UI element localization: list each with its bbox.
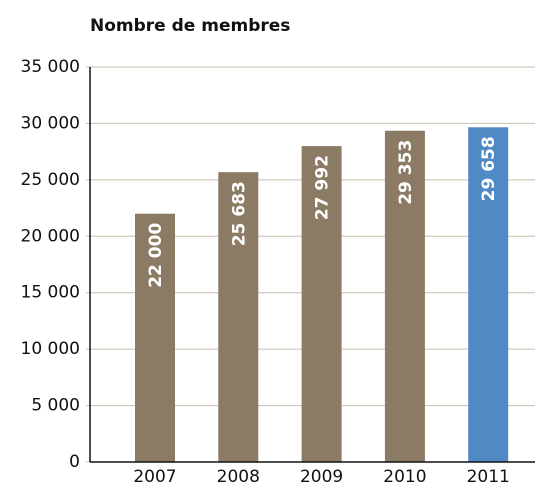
y-tick-label: 20 000 xyxy=(21,226,80,246)
y-tick-label: 10 000 xyxy=(21,339,80,359)
value-label: 22 000 xyxy=(146,223,166,288)
bar xyxy=(218,172,259,463)
y-tick-label: 25 000 xyxy=(21,170,80,190)
x-tick-label: 2007 xyxy=(133,467,176,485)
y-tick-label: 0 xyxy=(69,452,80,472)
chart-title: Nombre de membres xyxy=(90,16,290,36)
y-tick-label: 35 000 xyxy=(21,57,80,77)
value-label: 29 658 xyxy=(479,136,499,201)
bar xyxy=(301,146,342,463)
value-label: 27 992 xyxy=(313,155,333,220)
x-tick-label: 2008 xyxy=(217,467,260,485)
y-tick-label: 15 000 xyxy=(21,283,80,303)
bar xyxy=(384,130,425,463)
x-tick-label: 2009 xyxy=(300,467,343,485)
value-label: 25 683 xyxy=(229,181,249,246)
x-tick-label: 2010 xyxy=(383,467,426,485)
x-tick-label: 2011 xyxy=(467,467,510,485)
y-tick-label: 30 000 xyxy=(21,113,80,133)
bar xyxy=(135,213,175,462)
value-label: 29 353 xyxy=(396,140,416,205)
y-tick-label: 5 000 xyxy=(31,396,80,416)
bar xyxy=(468,127,509,463)
